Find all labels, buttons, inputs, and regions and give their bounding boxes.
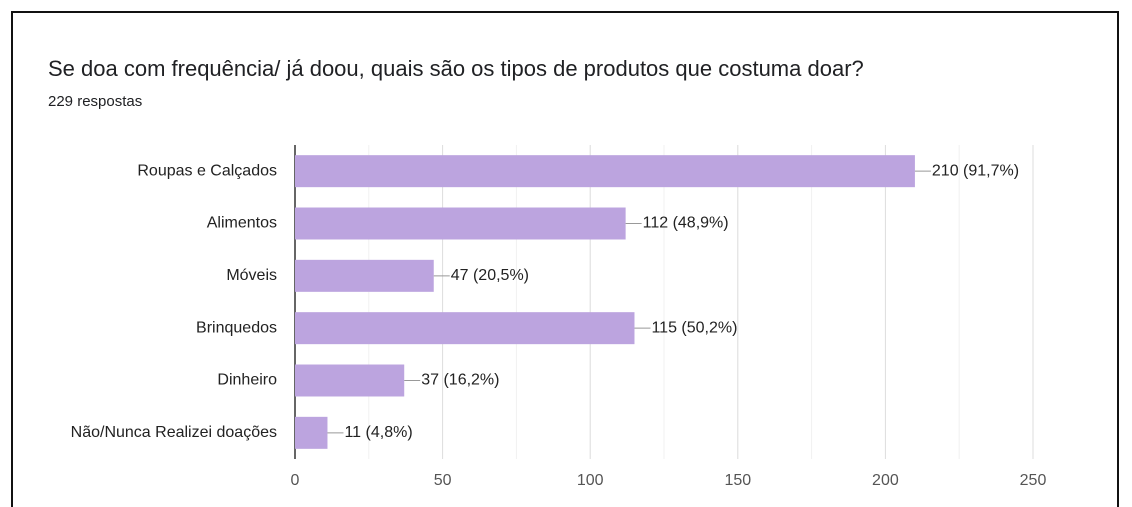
chart-subtitle: 229 respostas (48, 93, 142, 110)
value-label: 112 (48,9%) (643, 215, 729, 232)
frame (11, 11, 1119, 507)
category-label: Móveis (226, 267, 277, 284)
value-label: 47 (20,5%) (451, 267, 529, 284)
bar (295, 416, 328, 449)
bar (295, 259, 434, 292)
chart-title: Se doa com frequência/ já doou, quais sã… (48, 56, 864, 81)
x-tick-label: 100 (577, 472, 604, 489)
category-label: Alimentos (207, 215, 277, 232)
value-label: 37 (16,2%) (421, 372, 499, 389)
value-label: 115 (50,2%) (651, 319, 737, 336)
x-tick-label: 0 (291, 472, 300, 489)
category-label: Brinquedos (196, 319, 277, 336)
bar (295, 155, 915, 188)
bar (295, 207, 626, 240)
x-tick-label: 50 (434, 472, 452, 489)
category-label: Roupas e Calçados (137, 162, 277, 179)
category-label: Dinheiro (217, 372, 277, 389)
x-tick-label: 250 (1020, 472, 1047, 489)
value-label: 11 (4,8%) (344, 424, 412, 441)
bar (295, 312, 635, 345)
value-label: 210 (91,7%) (932, 162, 1019, 179)
x-tick-label: 150 (724, 472, 751, 489)
x-tick-label: 200 (872, 472, 899, 489)
bar (295, 364, 405, 397)
category-label: Não/Nunca Realizei doações (71, 424, 277, 441)
